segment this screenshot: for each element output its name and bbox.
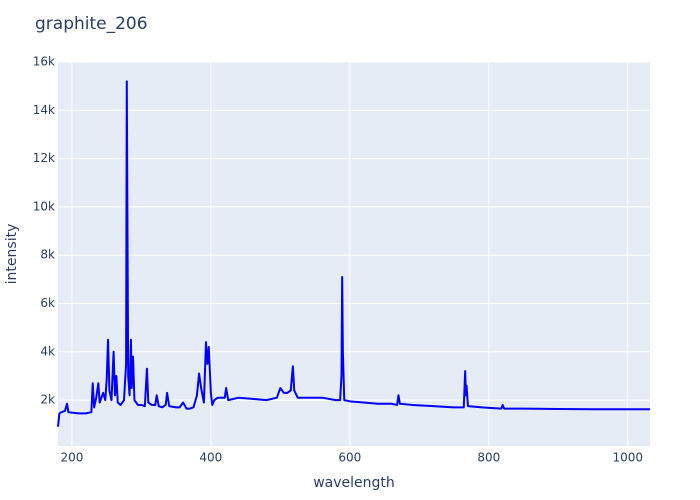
x-tick-label: 800 bbox=[477, 451, 500, 465]
y-tick-label: 2k bbox=[40, 393, 55, 407]
y-tick-label: 10k bbox=[33, 199, 55, 213]
x-tick-label: 600 bbox=[338, 451, 361, 465]
x-axis-title: wavelength bbox=[313, 475, 395, 491]
y-tick-label: 6k bbox=[40, 296, 55, 310]
x-tick-label: 400 bbox=[199, 451, 222, 465]
y-tick-label: 14k bbox=[33, 103, 55, 117]
x-tick-label: 200 bbox=[60, 451, 83, 465]
y-tick-label: 8k bbox=[40, 248, 55, 262]
plot-area bbox=[58, 62, 650, 446]
y-axis-title: intensity bbox=[4, 224, 20, 285]
y-tick-label: 12k bbox=[33, 151, 55, 165]
chart-title: graphite_206 bbox=[35, 14, 148, 34]
spectrum-line bbox=[57, 80, 650, 427]
y-tick-label: 16k bbox=[33, 55, 55, 69]
y-tick-label: 4k bbox=[40, 344, 55, 358]
x-tick-label: 1000 bbox=[612, 451, 643, 465]
